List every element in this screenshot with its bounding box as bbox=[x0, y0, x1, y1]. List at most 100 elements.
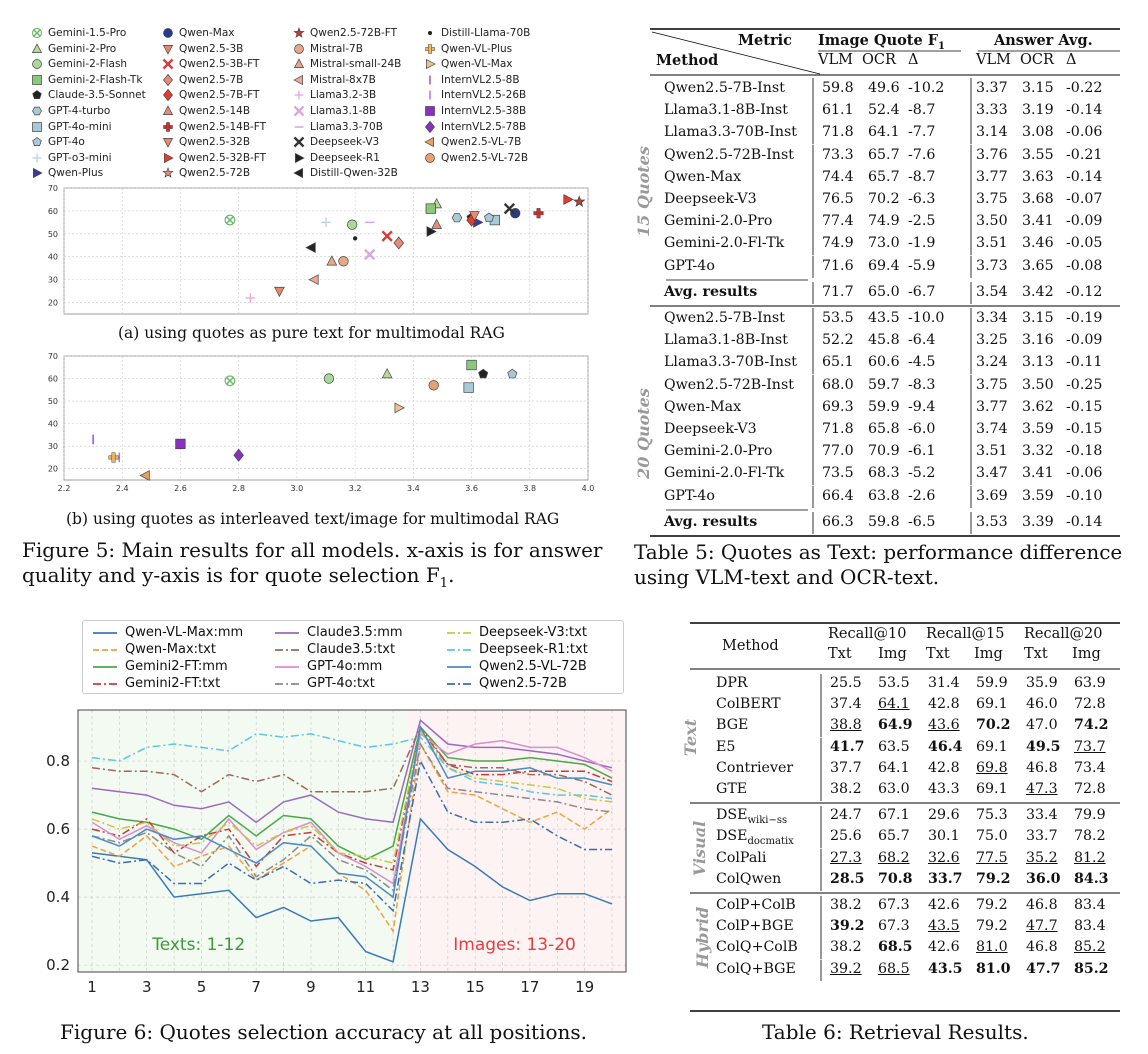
table-cell: 38.2 bbox=[830, 939, 862, 956]
legend-item-gpt-4o-mm: GPT-4o:mm bbox=[273, 659, 382, 675]
table-cell: 71.7 bbox=[822, 283, 854, 300]
row-label: ColQwen bbox=[716, 871, 781, 887]
table-cell: 39.2 bbox=[830, 918, 865, 935]
column-separator bbox=[812, 166, 814, 189]
table-cell: 81.2 bbox=[1074, 849, 1106, 866]
row-label-sub: docmatix bbox=[747, 836, 794, 848]
x-tick-label: 3.0 bbox=[291, 484, 304, 493]
legend-label: GPT-4o:mm bbox=[307, 659, 383, 674]
table-cell: 79.2 bbox=[976, 918, 1008, 935]
table5-col-header: VLM bbox=[976, 52, 1011, 68]
table-cell: 85.2 bbox=[1074, 960, 1109, 977]
y-tick-label: 40 bbox=[48, 253, 58, 262]
legend-label: Qwen2.5-VL-72B bbox=[441, 151, 529, 164]
table6-section-visual: Visual bbox=[690, 820, 710, 876]
column-separator bbox=[970, 166, 972, 189]
table-cell: 38.8 bbox=[830, 717, 862, 734]
y-tick-label: 20 bbox=[48, 299, 58, 308]
table-cell: 69.3 bbox=[822, 398, 854, 415]
table-cell: -2.6 bbox=[908, 487, 936, 504]
table-cell: -0.15 bbox=[1066, 398, 1103, 415]
tri-right-marker-icon bbox=[33, 168, 43, 179]
row-label: Qwen2.5-72B-Inst bbox=[664, 376, 794, 393]
table-row: Qwen2.5-7B-Inst 59.8 49.6 -10.2 3.37 3.15 -0.2… bbox=[638, 78, 1124, 101]
table-cell: 3.62 bbox=[1022, 398, 1054, 415]
point-llama3-2-3b bbox=[245, 293, 256, 303]
legend-label: Claude-3.5-Sonnet bbox=[48, 89, 146, 102]
legend-label: Qwen-VL-Plus bbox=[441, 42, 513, 55]
table-cell: -7.6 bbox=[908, 146, 936, 163]
dash-marker-icon bbox=[294, 125, 304, 128]
legend-label: Gemini-2-Flash bbox=[48, 58, 128, 71]
series-line-qwen2-5-72b bbox=[91, 758, 612, 913]
table-cell: 43.5 bbox=[868, 310, 900, 326]
row-label-text: ColQ+BGE bbox=[716, 960, 796, 977]
legend-label: Gemini2-FT:mm bbox=[125, 659, 228, 674]
table-cell: 3.51 bbox=[976, 443, 1008, 460]
column-separator bbox=[812, 374, 814, 397]
legend-label: Qwen2.5-32B-FT bbox=[179, 151, 267, 164]
point-claude-3-5-sonnet bbox=[478, 368, 489, 379]
x-tick-label: 13 bbox=[411, 978, 430, 996]
series-line-gemini2-ft-mm bbox=[91, 725, 613, 861]
legend-item-gemini2-ft-txt: Gemini2-FT:txt bbox=[91, 676, 220, 692]
column-separator bbox=[970, 100, 972, 123]
table-cell: -0.09 bbox=[1066, 332, 1103, 349]
table-row: GPT-4o 71.6 69.4 -5.9 3.73 3.65 -0.08 bbox=[638, 255, 1124, 278]
column-separator bbox=[812, 463, 814, 486]
table-row: Llama3.1-8B-Inst 61.1 52.4 -8.7 3.33 3.19 -0.1… bbox=[638, 100, 1124, 123]
column-separator bbox=[812, 396, 814, 419]
table-cell: 3.75 bbox=[976, 376, 1008, 393]
y-tick-label: 30 bbox=[48, 276, 58, 285]
point-mistral-8x7b bbox=[308, 274, 319, 286]
legend-label: Qwen2.5-7B-FT bbox=[179, 89, 260, 102]
table-rule bbox=[666, 509, 808, 511]
table-cell: 65.7 bbox=[868, 146, 900, 163]
y-tick-label: 70 bbox=[48, 352, 58, 361]
row-label: ColBERT bbox=[716, 696, 781, 712]
point-gemini-2-flash-tk bbox=[466, 359, 477, 371]
table-cell: -0.14 bbox=[1066, 513, 1103, 530]
table-row: Qwen2.5-72B-Inst 68.0 59.7 -8.3 3.75 3.50 -0.2… bbox=[638, 374, 1124, 397]
table-cell: 24.7 bbox=[830, 807, 862, 824]
table-cell: 70.2 bbox=[868, 191, 900, 207]
table-cell: 3.42 bbox=[1022, 283, 1054, 300]
x-tick-label: 2.6 bbox=[174, 484, 187, 493]
row-label: ColP+BGE bbox=[716, 918, 794, 934]
table-cell: 71.6 bbox=[822, 257, 854, 274]
line-swatch-icon bbox=[447, 665, 471, 668]
table6-section-text: Text bbox=[681, 718, 701, 756]
table-cell: 73.0 bbox=[868, 235, 900, 252]
x-tick-label: 2.4 bbox=[116, 484, 129, 493]
row-label: Qwen-Max bbox=[664, 398, 742, 415]
table-cell: 65.0 bbox=[868, 283, 900, 300]
column-separator bbox=[820, 695, 822, 717]
table-cell: 35.2 bbox=[1026, 849, 1058, 866]
table-cell: 42.8 bbox=[928, 696, 960, 713]
legend-label: InternVL2.5-38B bbox=[441, 105, 527, 117]
circle-marker-icon bbox=[294, 43, 304, 54]
row-label-text: ColPali bbox=[716, 849, 767, 866]
point-distill-qwen-32b bbox=[305, 242, 316, 253]
table-cell: -0.06 bbox=[1066, 465, 1103, 482]
figure6-legend: Qwen-VL-Max:mm Qwen-Max:txt Gemini2-FT:mm G… bbox=[82, 620, 624, 694]
line-swatch-icon bbox=[275, 682, 299, 685]
table-cell: 63.9 bbox=[1074, 675, 1106, 691]
column-separator bbox=[820, 938, 822, 960]
table-cell: 74.9 bbox=[868, 213, 900, 230]
table-cell: 79.2 bbox=[976, 870, 1011, 887]
hexagon-marker-icon bbox=[32, 106, 42, 116]
table-cell: 70.8 bbox=[878, 870, 913, 887]
legend-item-gemini2-ft-mm: Gemini2-FT:mm bbox=[91, 659, 228, 675]
legend-label: InternVL2.5-26B bbox=[441, 89, 527, 102]
table-cell: 38.2 bbox=[830, 897, 862, 913]
x-tick-label: 9 bbox=[306, 978, 316, 996]
table-cell: 3.08 bbox=[1022, 124, 1054, 141]
x-tick-label: 1 bbox=[87, 978, 97, 996]
legend-label: Qwen-VL-Max bbox=[441, 58, 513, 71]
table-cell: 83.4 bbox=[1074, 918, 1106, 935]
tri-marker-icon bbox=[293, 58, 305, 69]
point-gemini-1-5-pro bbox=[224, 214, 236, 226]
table-row: Avg. results 66.3 59.8 -6.5 3.53 3.39 -0.14 bbox=[638, 511, 1124, 534]
table-cell: 37.7 bbox=[830, 759, 862, 776]
